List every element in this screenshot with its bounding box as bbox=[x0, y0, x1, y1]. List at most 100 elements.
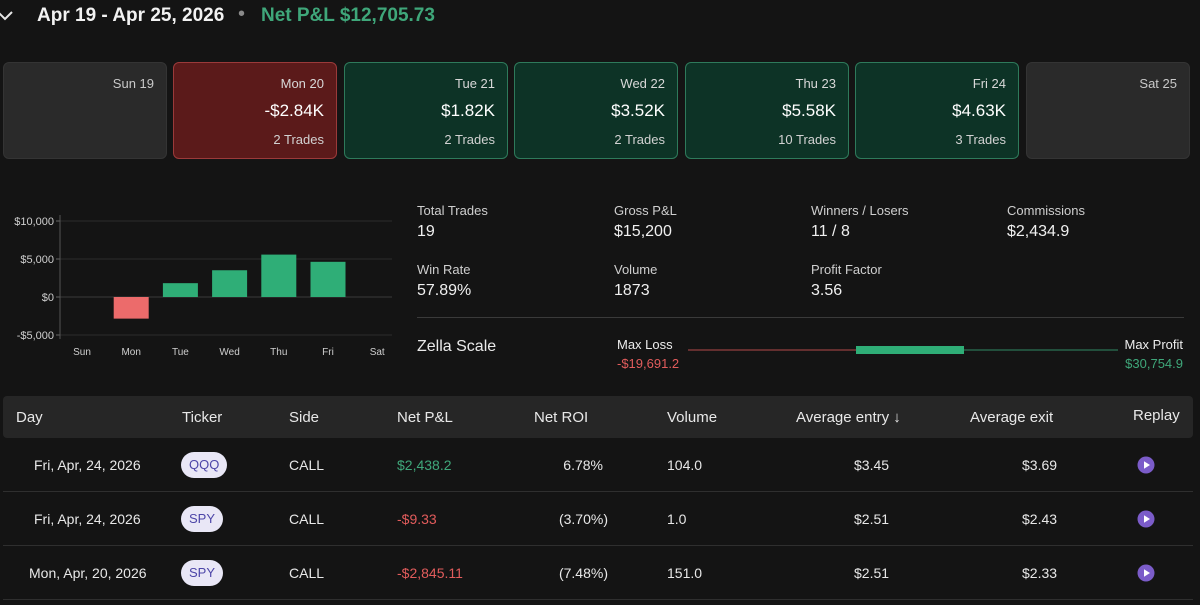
stats-divider bbox=[417, 317, 1184, 318]
play-icon[interactable] bbox=[1137, 564, 1155, 582]
day-card-mon[interactable]: Mon 20 -$2.84K 2 Trades bbox=[173, 62, 337, 159]
day-card-thu[interactable]: Thu 23 $5.58K 10 Trades bbox=[685, 62, 849, 159]
cell-average-entry: $2.51 bbox=[854, 565, 890, 581]
max-profit-label: Max Profit bbox=[1124, 337, 1183, 352]
cell-volume: 1.0 bbox=[667, 511, 687, 527]
stat-gross-pl: Gross P&L $15,200 bbox=[614, 203, 804, 241]
cell-day: Mon, Apr, 20, 2026 bbox=[29, 565, 147, 581]
cell-average-entry: $2.51 bbox=[854, 511, 890, 527]
stat-volume: Volume 1873 bbox=[614, 262, 804, 300]
table-row[interactable]: Mon, Apr, 20, 2026 SPY CALL -$2,845.11 (… bbox=[3, 547, 1193, 600]
day-card-sun[interactable]: Sun 19 bbox=[3, 62, 167, 159]
stat-win-rate: Win Rate 57.89% bbox=[417, 262, 607, 300]
col-side[interactable]: Side bbox=[289, 409, 320, 426]
cell-net-roi: (3.70%) bbox=[558, 511, 608, 527]
table-header: Day Ticker Side Net P&L Net ROI Volume A… bbox=[3, 396, 1193, 438]
stat-value: 11 / 8 bbox=[811, 223, 850, 240]
day-trades: 3 Trades bbox=[955, 132, 1006, 147]
col-average-entry[interactable]: Average entry ↓ bbox=[796, 409, 901, 426]
day-name: Sun 19 bbox=[112, 76, 154, 91]
play-icon[interactable] bbox=[1137, 456, 1155, 474]
week-header: Apr 19 - Apr 25, 2026 • Net P&L $12,705.… bbox=[0, 0, 1200, 36]
col-ticker[interactable]: Ticker bbox=[182, 409, 223, 426]
x-tick-label: Sat bbox=[370, 347, 385, 358]
cell-average-exit: $3.69 bbox=[1022, 457, 1058, 473]
daily-pl-chart: $10,000 $5,000 $0 -$5,000 Sun Mon Tue Wed Thu Fri… bbox=[0, 200, 400, 370]
day-pl: -$2.84K bbox=[264, 101, 324, 120]
day-card-sat[interactable]: Sat 25 bbox=[1026, 62, 1190, 159]
play-icon[interactable] bbox=[1137, 510, 1155, 528]
stat-value: 3.56 bbox=[811, 282, 843, 299]
cell-side: CALL bbox=[289, 511, 325, 527]
max-profit-value: $30,754.9 bbox=[1125, 356, 1183, 371]
x-tick-label: Tue bbox=[172, 347, 189, 358]
cell-average-exit: $2.33 bbox=[1022, 565, 1058, 581]
date-range: Apr 19 - Apr 25, 2026 bbox=[37, 5, 225, 26]
x-tick-label: Wed bbox=[219, 347, 239, 358]
day-trades: 2 Trades bbox=[273, 132, 324, 147]
stat-label: Gross P&L bbox=[614, 203, 677, 218]
table-row[interactable]: Fri, Apr, 24, 2026 QQQ CALL $2,438.2 6.7… bbox=[3, 439, 1193, 492]
bar-wed bbox=[212, 270, 248, 297]
stat-label: Win Rate bbox=[417, 262, 471, 277]
day-cards: Sun 19 Mon 20 -$2.84K 2 Trades Tue 21 $1… bbox=[3, 62, 1193, 161]
day-trades: 2 Trades bbox=[614, 132, 665, 147]
cell-volume: 104.0 bbox=[667, 457, 703, 473]
ticker-badge[interactable]: SPY bbox=[181, 560, 224, 586]
col-replay[interactable]: Replay bbox=[1133, 407, 1180, 424]
day-trades: 10 Trades bbox=[778, 132, 836, 147]
day-card-tue[interactable]: Tue 21 $1.82K 2 Trades bbox=[344, 62, 508, 159]
day-pl: $3.52K bbox=[611, 101, 665, 120]
cell-volume: 151.0 bbox=[667, 565, 703, 581]
stat-value: $2,434.9 bbox=[1007, 223, 1070, 240]
col-volume[interactable]: Volume bbox=[667, 409, 718, 426]
stats-panel: Total Trades 19 Gross P&L $15,200 Winner… bbox=[417, 200, 1197, 310]
day-pl: $1.82K bbox=[441, 101, 495, 120]
day-card-fri[interactable]: Fri 24 $4.63K 3 Trades bbox=[855, 62, 1019, 159]
day-name: Wed 22 bbox=[620, 76, 665, 91]
stat-label: Winners / Losers bbox=[811, 203, 909, 218]
stat-value: $15,200 bbox=[614, 223, 672, 240]
stat-value: 57.89% bbox=[417, 282, 472, 299]
table-row[interactable]: Fri, Apr, 24, 2026 SPY CALL -$9.33 (3.70… bbox=[3, 493, 1193, 546]
y-tick-label: -$5,000 bbox=[17, 330, 54, 342]
header-separator: • bbox=[238, 3, 246, 25]
ticker-badge[interactable]: SPY bbox=[181, 506, 224, 532]
x-tick-label: Mon bbox=[121, 347, 140, 358]
stat-winners-losers: Winners / Losers 11 / 8 bbox=[811, 203, 1001, 241]
max-loss-value: -$19,691.2 bbox=[617, 356, 680, 371]
cell-net-roi: 6.78% bbox=[563, 457, 603, 473]
stat-label: Commissions bbox=[1007, 203, 1086, 218]
stat-value: 1873 bbox=[614, 282, 650, 299]
zella-net-marker bbox=[856, 346, 964, 354]
daily-pl-chart-svg: $10,000 $5,000 $0 -$5,000 Sun Mon Tue Wed Thu Fri… bbox=[14, 215, 392, 358]
chevron-down-icon[interactable] bbox=[0, 6, 14, 24]
cell-net-pl: $2,438.2 bbox=[397, 457, 452, 473]
bar-mon bbox=[113, 297, 149, 319]
cell-side: CALL bbox=[289, 457, 325, 473]
cell-day: Fri, Apr, 24, 2026 bbox=[34, 457, 141, 473]
stat-label: Volume bbox=[614, 262, 658, 277]
bar-fri bbox=[310, 261, 346, 297]
col-net-pl[interactable]: Net P&L bbox=[397, 409, 453, 426]
col-average-exit[interactable]: Average exit bbox=[970, 409, 1054, 426]
stat-value: 19 bbox=[417, 223, 435, 240]
zella-scale-label: Zella Scale bbox=[417, 338, 497, 355]
cell-net-roi: (7.48%) bbox=[558, 565, 608, 581]
col-day[interactable]: Day bbox=[16, 409, 43, 426]
y-tick-label: $10,000 bbox=[14, 216, 54, 228]
cell-average-entry: $3.45 bbox=[854, 457, 890, 473]
ticker-badge[interactable]: QQQ bbox=[181, 452, 228, 478]
max-loss-label: Max Loss bbox=[617, 337, 673, 352]
day-name: Mon 20 bbox=[280, 76, 324, 91]
stat-total-trades: Total Trades 19 bbox=[417, 203, 607, 241]
day-card-wed[interactable]: Wed 22 $3.52K 2 Trades bbox=[514, 62, 678, 159]
day-pl: $4.63K bbox=[952, 101, 1006, 120]
bar-thu bbox=[261, 254, 297, 297]
day-trades: 2 Trades bbox=[444, 132, 495, 147]
net-pl-value: $12,705.73 bbox=[339, 5, 435, 26]
day-name: Fri 24 bbox=[972, 76, 1006, 91]
stat-label: Profit Factor bbox=[811, 262, 882, 277]
col-net-roi[interactable]: Net ROI bbox=[534, 409, 589, 426]
stat-commissions: Commissions $2,434.9 bbox=[1007, 203, 1197, 241]
